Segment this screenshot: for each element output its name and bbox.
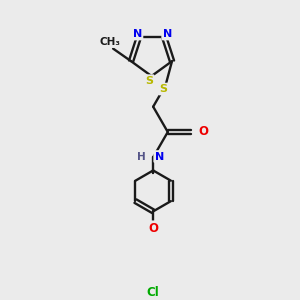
Text: N: N — [133, 29, 142, 39]
Text: H: H — [137, 152, 146, 161]
Text: S: S — [159, 84, 167, 94]
Text: N: N — [163, 29, 172, 39]
Text: O: O — [148, 222, 158, 235]
Text: Cl: Cl — [147, 286, 160, 299]
Text: N: N — [155, 152, 164, 161]
Text: CH₃: CH₃ — [100, 37, 121, 47]
Text: S: S — [145, 76, 153, 86]
Text: O: O — [198, 125, 208, 139]
